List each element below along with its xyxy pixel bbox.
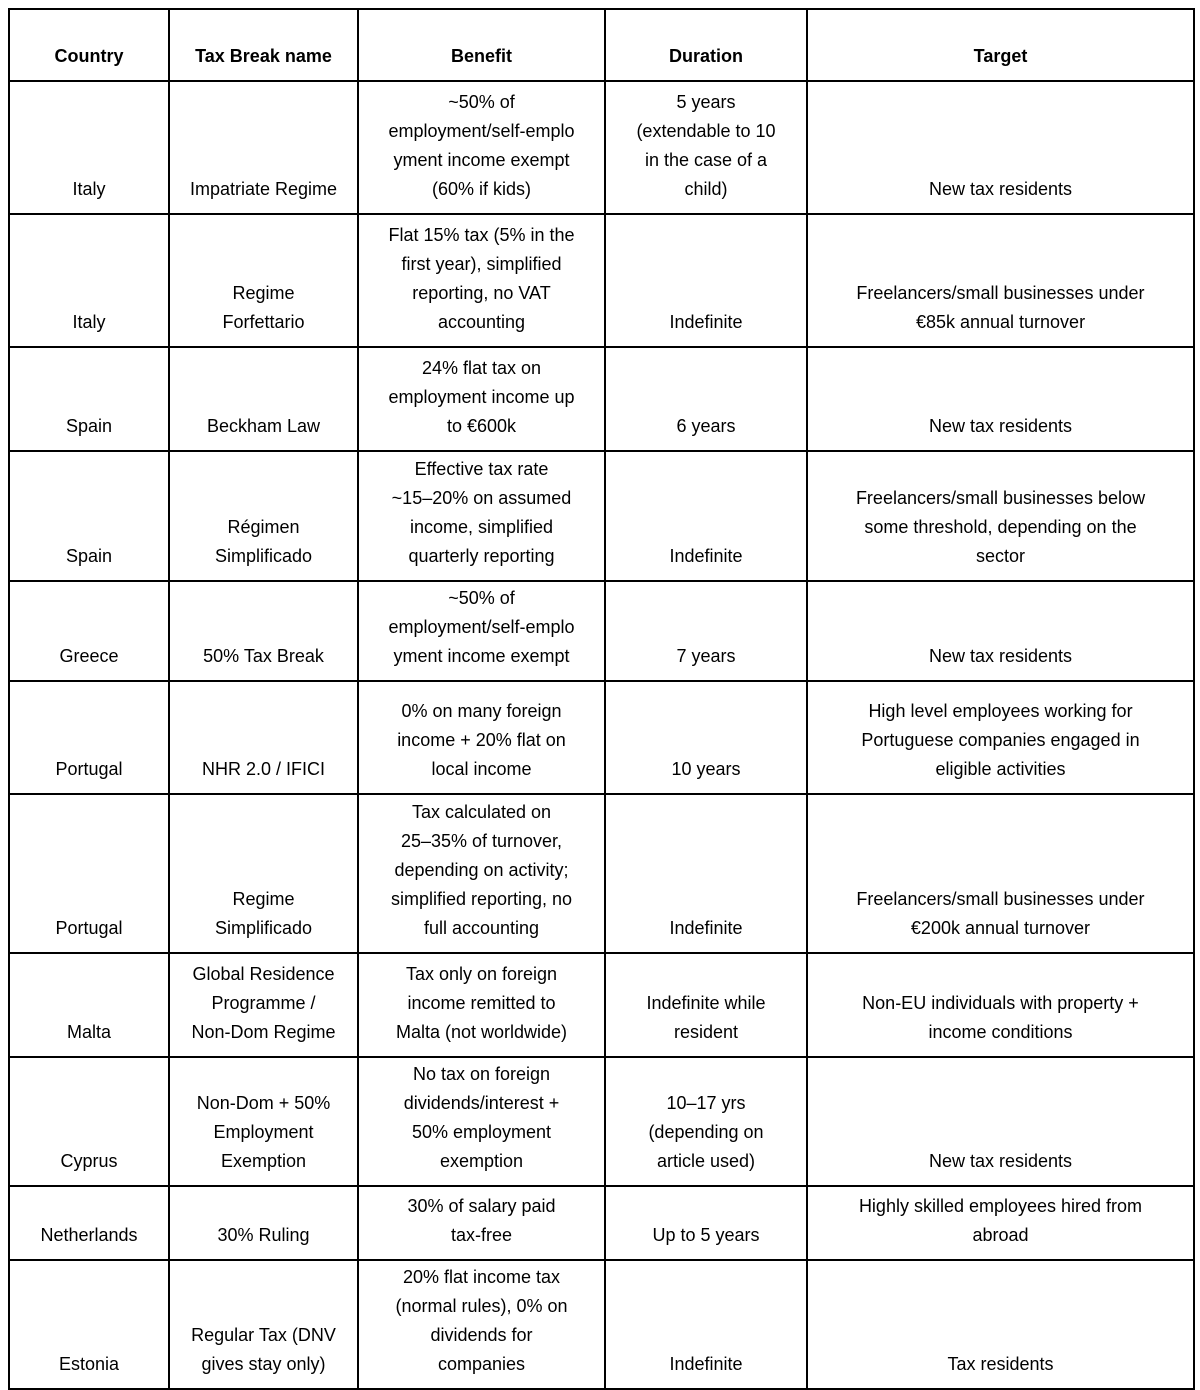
cell-duration: Indefinite xyxy=(604,213,808,348)
cell-duration: Indefinite xyxy=(604,450,808,582)
cell-target: Freelancers/small businesses under €85k … xyxy=(806,213,1195,348)
cell-target: Freelancers/small businesses below some … xyxy=(806,450,1195,582)
table-row: Portugal Regime Simplificado Tax calculate… xyxy=(8,793,1195,954)
table-body: Italy Impatriate Regime ~50% of employment… xyxy=(8,80,1195,1390)
cell-country: Spain xyxy=(8,346,170,452)
cell-duration: Indefinite xyxy=(604,793,808,954)
cell-benefit: ~50% of employment/self-emplo yment inco… xyxy=(357,80,606,215)
cell-target: Freelancers/small businesses under €200k… xyxy=(806,793,1195,954)
cell-duration: Up to 5 years xyxy=(604,1185,808,1261)
cell-target: New tax residents xyxy=(806,80,1195,215)
cell-tax-break-name: NHR 2.0 / IFICI xyxy=(168,680,359,795)
cell-duration: Indefinite while resident xyxy=(604,952,808,1058)
column-header-benefit: Benefit xyxy=(357,8,606,82)
cell-benefit: No tax on foreign dividends/interest + 5… xyxy=(357,1056,606,1187)
cell-tax-break-name: Regime Simplificado xyxy=(168,793,359,954)
cell-country: Netherlands xyxy=(8,1185,170,1261)
cell-target: High level employees working for Portugu… xyxy=(806,680,1195,795)
cell-benefit: Flat 15% tax (5% in the first year), sim… xyxy=(357,213,606,348)
cell-tax-break-name: Regime Forfettario xyxy=(168,213,359,348)
cell-country: Estonia xyxy=(8,1259,170,1390)
cell-country: Malta xyxy=(8,952,170,1058)
cell-country: Cyprus xyxy=(8,1056,170,1187)
cell-target: New tax residents xyxy=(806,346,1195,452)
cell-benefit: ~50% of employment/self-emplo yment inco… xyxy=(357,580,606,682)
cell-target: Tax residents xyxy=(806,1259,1195,1390)
cell-country: Portugal xyxy=(8,793,170,954)
column-header-duration: Duration xyxy=(604,8,808,82)
cell-benefit: 30% of salary paid tax-free xyxy=(357,1185,606,1261)
cell-tax-break-name: Beckham Law xyxy=(168,346,359,452)
column-header-tax-break-name: Tax Break name xyxy=(168,8,359,82)
cell-benefit: Effective tax rate ~15–20% on assumed in… xyxy=(357,450,606,582)
cell-tax-break-name: 30% Ruling xyxy=(168,1185,359,1261)
cell-country: Italy xyxy=(8,80,170,215)
cell-benefit: Tax only on foreign income remitted to M… xyxy=(357,952,606,1058)
cell-country: Greece xyxy=(8,580,170,682)
table-row: Spain Beckham Law 24% flat tax on employme… xyxy=(8,346,1195,452)
cell-tax-break-name: Régimen Simplificado xyxy=(168,450,359,582)
cell-target: Non-EU individuals with property + incom… xyxy=(806,952,1195,1058)
cell-benefit: Tax calculated on 25–35% of turnover, de… xyxy=(357,793,606,954)
cell-target: New tax residents xyxy=(806,580,1195,682)
table-row: Spain Régimen Simplificado Effective tax r… xyxy=(8,450,1195,582)
cell-tax-break-name: Impatriate Regime xyxy=(168,80,359,215)
cell-country: Portugal xyxy=(8,680,170,795)
cell-country: Spain xyxy=(8,450,170,582)
cell-tax-break-name: Global Residence Programme / Non-Dom Reg… xyxy=(168,952,359,1058)
cell-benefit: 20% flat income tax (normal rules), 0% o… xyxy=(357,1259,606,1390)
cell-duration: 5 years (extendable to 10 in the case of… xyxy=(604,80,808,215)
table-row: Malta Global Residence Programme / Non-Do… xyxy=(8,952,1195,1058)
cell-tax-break-name: Non-Dom + 50% Employment Exemption xyxy=(168,1056,359,1187)
table-row: Italy Regime Forfettario Flat 15% tax (5% … xyxy=(8,213,1195,348)
cell-duration: 10–17 yrs (depending on article used) xyxy=(604,1056,808,1187)
cell-benefit: 0% on many foreign income + 20% flat on … xyxy=(357,680,606,795)
column-header-country: Country xyxy=(8,8,170,82)
cell-duration: 7 years xyxy=(604,580,808,682)
header-row: Country Tax Break name Benefit Duration … xyxy=(8,8,1195,82)
cell-benefit: 24% flat tax on employment income up to … xyxy=(357,346,606,452)
cell-duration: 6 years xyxy=(604,346,808,452)
cell-tax-break-name: Regular Tax (DNV gives stay only) xyxy=(168,1259,359,1390)
table-row: Greece 50% Tax Break ~50% of employment/se… xyxy=(8,580,1195,682)
column-header-target: Target xyxy=(806,8,1195,82)
cell-target: Highly skilled employees hired from abro… xyxy=(806,1185,1195,1261)
table-row: Portugal NHR 2.0 / IFICI 0% on many foreig… xyxy=(8,680,1195,795)
cell-duration: Indefinite xyxy=(604,1259,808,1390)
tax-breaks-table: Country Tax Break name Benefit Duration … xyxy=(8,8,1195,1390)
table-row: Estonia Regular Tax (DNV gives stay only)… xyxy=(8,1259,1195,1390)
cell-country: Italy xyxy=(8,213,170,348)
cell-target: New tax residents xyxy=(806,1056,1195,1187)
table-row: Cyprus Non-Dom + 50% Employment Exemption… xyxy=(8,1056,1195,1187)
table-row: Italy Impatriate Regime ~50% of employment… xyxy=(8,80,1195,215)
cell-duration: 10 years xyxy=(604,680,808,795)
table-row: Netherlands 30% Ruling 30% of salary paid … xyxy=(8,1185,1195,1261)
cell-tax-break-name: 50% Tax Break xyxy=(168,580,359,682)
